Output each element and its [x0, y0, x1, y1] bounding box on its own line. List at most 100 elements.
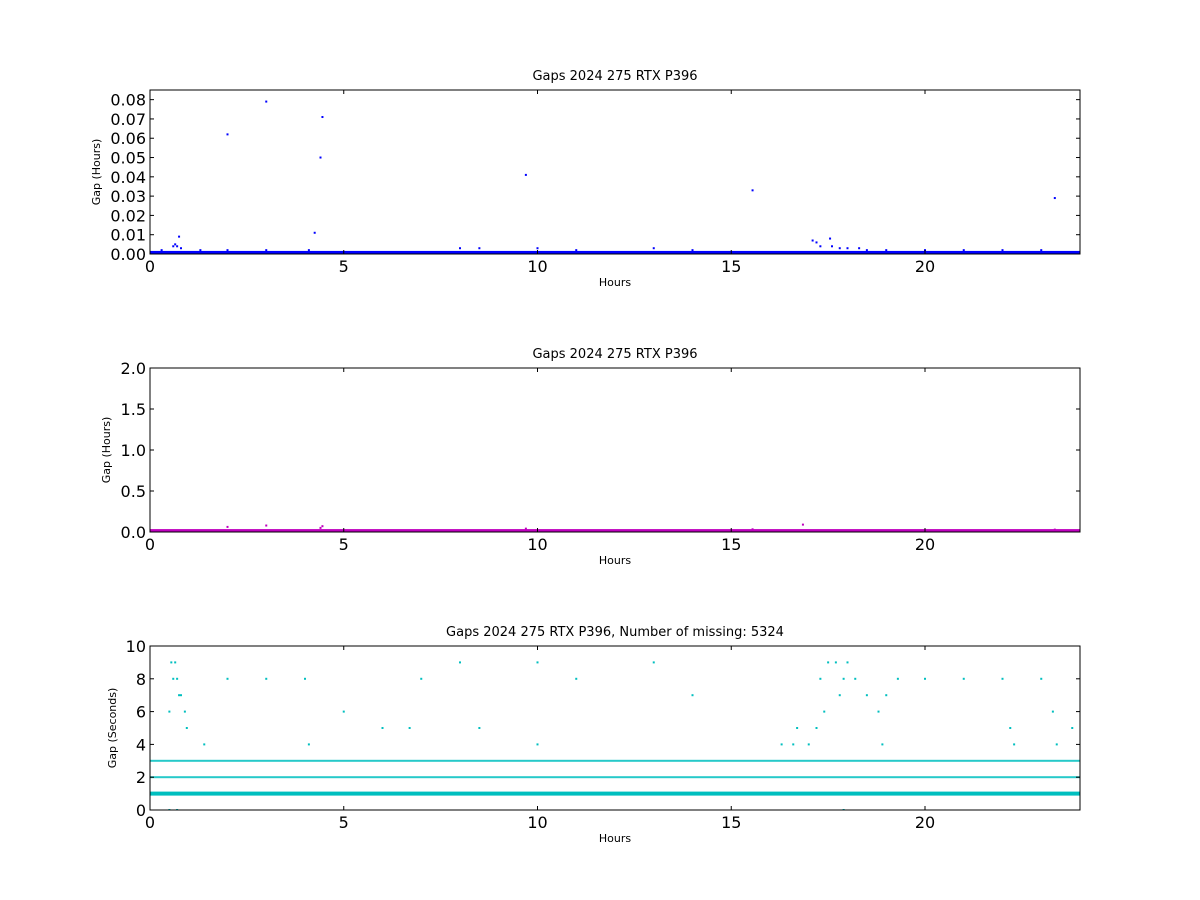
data-point: [751, 528, 754, 531]
data-point: [178, 694, 181, 697]
data-point: [801, 523, 804, 526]
data-point: [751, 189, 754, 192]
data-point: [226, 525, 229, 528]
data-marks: [150, 523, 1080, 532]
y-tick-label: 4: [136, 735, 146, 754]
data-point: [524, 173, 527, 176]
data-point: [1001, 249, 1004, 252]
data-point: [1071, 727, 1074, 729]
y-tick-label: 0.03: [110, 187, 146, 206]
x-axis-label: Hours: [599, 276, 631, 289]
data-baseline: [150, 250, 1080, 254]
y-tick-label: 1.0: [121, 441, 146, 460]
data-point: [881, 743, 884, 746]
data-point: [478, 727, 481, 729]
y-tick-label: 0.02: [110, 206, 146, 225]
y-tick-label: 2: [136, 768, 146, 787]
axes-frame: [149, 89, 1081, 255]
x-tick-label: 0: [145, 257, 155, 276]
data-point: [838, 247, 841, 250]
data-point: [834, 661, 837, 664]
y-tick-label: 8: [136, 670, 146, 689]
y-tick-label: 0: [136, 801, 146, 820]
y-axis-label: Gap (Seconds): [106, 688, 119, 769]
data-point: [342, 710, 345, 713]
data-point: [172, 677, 175, 680]
x-tick-label: 15: [721, 813, 741, 832]
y-tick-label: 0.0: [121, 523, 146, 542]
x-tick-label: 15: [721, 257, 741, 276]
data-point: [168, 710, 171, 713]
y-axis-label: Gap (Hours): [100, 417, 113, 484]
y-tick-label: 0.07: [110, 110, 146, 129]
chart-title: Gaps 2024 275 RTX P396, Number of missin…: [446, 625, 784, 640]
y-axis-label: Gap (Hours): [90, 139, 103, 206]
data-point: [815, 727, 818, 729]
data-point: [575, 677, 578, 680]
gaps-hours-full-panel: Gaps 2024 275 RTX P396 0 5 10 15 20 0.0 0.5 1.0…: [100, 347, 1081, 567]
data-point: [226, 133, 229, 136]
plot-area: 0 5 10 15 20 0.0 0.5 1.0 1.5 2.0: [121, 359, 1081, 554]
data-point: [319, 156, 322, 159]
data-point: [846, 661, 849, 664]
data-point: [178, 235, 181, 238]
data-point: [226, 249, 229, 252]
data-point: [172, 245, 175, 248]
data-point: [304, 677, 306, 680]
data-point: [877, 710, 880, 713]
data-point: [307, 743, 310, 746]
data-point: [321, 525, 324, 528]
data-point: [478, 247, 481, 250]
y-tick-label: 0.00: [110, 245, 146, 264]
data-point: [846, 247, 849, 250]
data-point: [174, 661, 177, 664]
data-point: [811, 239, 814, 242]
data-point: [823, 710, 826, 713]
data-point: [1055, 743, 1058, 746]
data-point: [459, 661, 461, 664]
data-point: [1053, 528, 1056, 531]
data-point: [691, 249, 694, 252]
x-tick-label: 5: [339, 813, 349, 832]
data-point: [459, 247, 461, 250]
data-point: [1040, 249, 1043, 252]
data-point: [924, 677, 926, 680]
data-point: [885, 694, 888, 697]
x-tick-label: 5: [339, 257, 349, 276]
data-point: [838, 694, 841, 697]
data-point: [815, 241, 818, 244]
data-point: [265, 100, 268, 103]
y-tick-label: 0.08: [110, 91, 146, 110]
data-point: [831, 245, 833, 248]
x-tick-label: 10: [527, 813, 547, 832]
y-tick-label: 6: [136, 703, 146, 722]
data-point: [381, 727, 384, 729]
data-point: [313, 231, 316, 234]
data-point: [792, 743, 795, 746]
data-point: [536, 247, 539, 250]
data-point: [408, 727, 411, 729]
data-point: [226, 677, 229, 680]
data-point: [807, 743, 810, 746]
data-point: [536, 743, 539, 746]
data-point: [819, 245, 822, 248]
data-point: [1053, 197, 1056, 200]
data-point: [652, 247, 655, 250]
y-tick-label: 0.5: [121, 482, 146, 501]
data-point: [652, 661, 655, 664]
data-point: [1009, 727, 1012, 729]
data-point: [865, 694, 868, 697]
data-point: [321, 116, 324, 119]
data-point: [170, 661, 173, 664]
y-tick-label: 2.0: [121, 359, 146, 378]
data-point: [780, 743, 783, 746]
data-point: [885, 249, 888, 252]
x-tick-label: 5: [339, 535, 349, 554]
data-level-band: [150, 776, 1080, 779]
x-axis-label: Hours: [599, 832, 631, 845]
y-tick-label: 1.5: [121, 400, 146, 419]
y-tick-label: 0.06: [110, 129, 146, 148]
chart-title: Gaps 2024 275 RTX P396: [532, 347, 697, 362]
data-point: [854, 677, 857, 680]
